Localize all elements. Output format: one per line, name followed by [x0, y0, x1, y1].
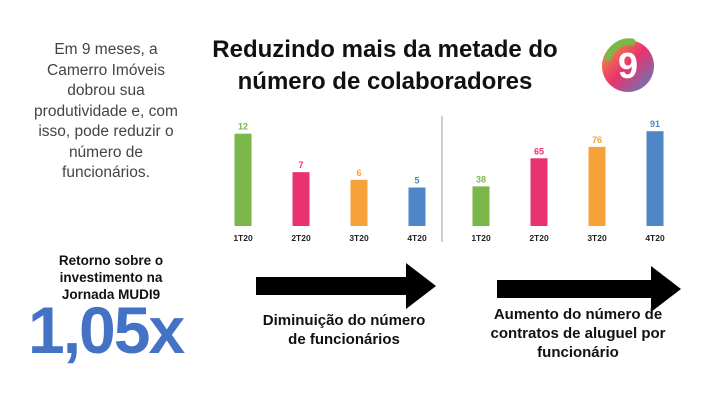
- bar-2t20: [530, 158, 548, 226]
- intro-text: Em 9 meses, a Camerro Imóveis dobrou sua…: [34, 41, 178, 181]
- chart-contracts-per-employee: 38 1T20 65 2T20 76 3T20 91 4T20: [471, 119, 665, 243]
- bar-2t20: [292, 172, 310, 226]
- brand-logo: 9: [598, 36, 658, 96]
- bar-value-label: 38: [476, 174, 486, 184]
- bar-value-label: 91: [650, 119, 660, 129]
- bar-value-label: 65: [534, 146, 544, 156]
- x-tick-label: 4T20: [407, 233, 427, 243]
- x-tick-label: 3T20: [587, 233, 607, 243]
- arrow-right-icon: [256, 263, 436, 309]
- bar-1t20: [234, 133, 252, 226]
- caption-employees-decrease: Diminuição do número de funcionários: [262, 312, 426, 348]
- bar-value-label: 6: [356, 168, 361, 178]
- x-tick-label: 4T20: [645, 233, 665, 243]
- x-tick-label: 3T20: [349, 233, 369, 243]
- bar-4t20: [646, 131, 664, 226]
- page-title: Reduzindo mais da metade do número de co…: [212, 36, 558, 95]
- bar-3t20: [588, 146, 606, 226]
- x-tick-label: 1T20: [233, 233, 253, 243]
- bar-value-label: 7: [298, 160, 303, 170]
- bar-1t20: [472, 186, 490, 226]
- x-tick-label: 1T20: [471, 233, 491, 243]
- bar-value-label: 76: [592, 135, 602, 145]
- bar-value-label: 12: [238, 122, 248, 132]
- bar-3t20: [350, 179, 368, 226]
- x-tick-label: 2T20: [291, 233, 311, 243]
- logo-glyph: 9: [618, 45, 638, 86]
- caption-contracts-increase: Aumento do número de contratos de alugue…: [490, 306, 666, 361]
- bar-4t20: [408, 187, 426, 226]
- chart-employees: 12 1T20 7 2T20 6 3T20 5 4T20: [233, 122, 427, 243]
- roi-value: 1,05x: [28, 293, 185, 367]
- roi-label: Retorno sobre o investimento na Jornada …: [58, 253, 164, 302]
- brand-9-icon: 9: [602, 38, 654, 92]
- arrow-right-icon: [497, 266, 681, 312]
- bar-value-label: 5: [414, 176, 419, 186]
- x-tick-label: 2T20: [529, 233, 549, 243]
- charts-area: 12 1T20 7 2T20 6 3T20 5 4T20 38 1T20 65 2T20 76 3T20…: [233, 116, 665, 243]
